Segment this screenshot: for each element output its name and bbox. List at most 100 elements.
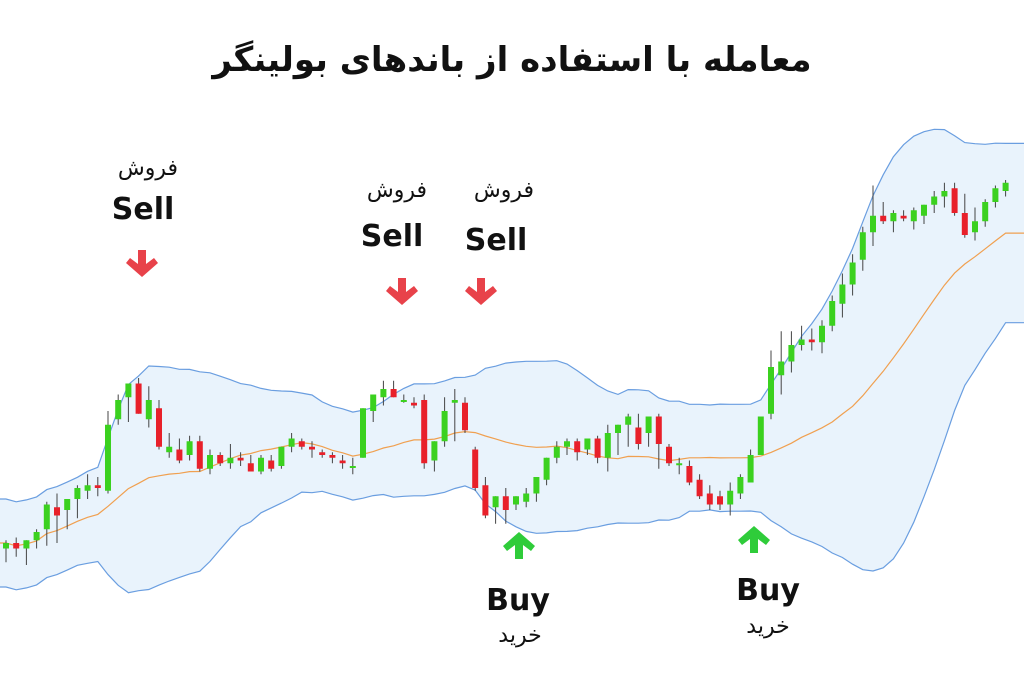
candle-body [594,438,601,458]
candle-body [23,540,30,549]
candle [390,380,397,398]
candle-body [145,400,152,420]
candle [910,207,917,230]
candle [717,490,723,510]
candle-body [329,455,336,458]
candle-body [880,215,887,222]
candle [686,460,693,486]
candle [186,435,193,461]
candle [941,182,948,208]
candle-body [686,466,693,483]
candle [227,444,234,469]
candle [258,455,264,475]
candle-body [64,499,71,510]
middle-bollinger-band [0,232,1024,547]
candles [3,180,1009,565]
candle [553,441,560,464]
candle [747,449,754,483]
candle-body [788,345,795,362]
candle-body [400,400,407,402]
candle-body [360,408,366,458]
candle [655,413,662,469]
candle-body [135,383,142,414]
candle [870,185,876,246]
candle-body [829,301,836,326]
candle-body [910,210,917,222]
signal-arrows [126,250,770,559]
candle [645,416,652,447]
candle-body [778,361,785,376]
candle-body [298,441,305,447]
candle-body [268,460,275,469]
candle [676,457,683,475]
candle-body [706,493,713,505]
sell-arrow-icon [126,250,158,277]
buy-label-fa-2: خرید [746,614,790,639]
candle [94,477,101,497]
candle-body [625,416,632,425]
candle-body [839,284,846,304]
candle [207,449,213,475]
candle-body [186,441,193,455]
candle-body [819,325,825,343]
candle [472,446,479,491]
candle-body [849,262,856,285]
candle-body [931,196,938,205]
candle [23,540,30,565]
candle [543,457,550,486]
candle-body [666,446,672,464]
candle [829,295,836,332]
candle-body [604,433,611,458]
candle [268,455,275,472]
candle-body [737,477,744,494]
chart-title: معامله با استفاده از باندهای بولینگر [212,40,812,80]
candle [115,394,122,425]
candle [604,424,611,472]
candle [145,386,152,428]
candle [615,424,621,455]
sell-label-fa-1: فروش [117,156,179,181]
candle-body [33,532,40,541]
buy-label-fa-1: خرید [498,623,542,648]
candle [237,452,244,466]
candle [329,452,336,464]
sell-label-en-3: Sell [464,223,528,258]
candle [421,394,428,469]
candle-body [645,416,652,433]
candle-body [176,449,183,461]
candle [798,325,805,351]
candle [13,537,20,557]
candle-body [1002,182,1009,191]
candle [125,383,132,422]
candle-body [237,457,244,461]
candle-body [870,215,876,233]
candle-body [339,460,346,464]
candle [900,210,907,222]
candle [380,380,387,406]
candle [757,416,764,455]
candle-body [972,221,978,233]
candle [788,331,795,373]
candle-body [798,339,805,345]
candle-body [543,457,550,480]
candle-body [258,457,264,472]
candle [564,438,570,455]
sell-label-fa-3: فروش [473,178,535,203]
candle [166,433,173,458]
candle-body [115,400,122,420]
candle-body [768,367,774,414]
candle-body [757,416,764,455]
candle-body [727,490,734,505]
candle [513,496,519,510]
candle-body [502,496,509,510]
candle-body [380,389,387,398]
candle-body [492,496,499,508]
candle-body [961,213,968,235]
candle-body [370,394,377,411]
candle-body [125,383,132,398]
candle [370,394,377,422]
candle [961,193,968,238]
candle [105,411,111,494]
candle [778,331,785,395]
candle [839,273,846,318]
